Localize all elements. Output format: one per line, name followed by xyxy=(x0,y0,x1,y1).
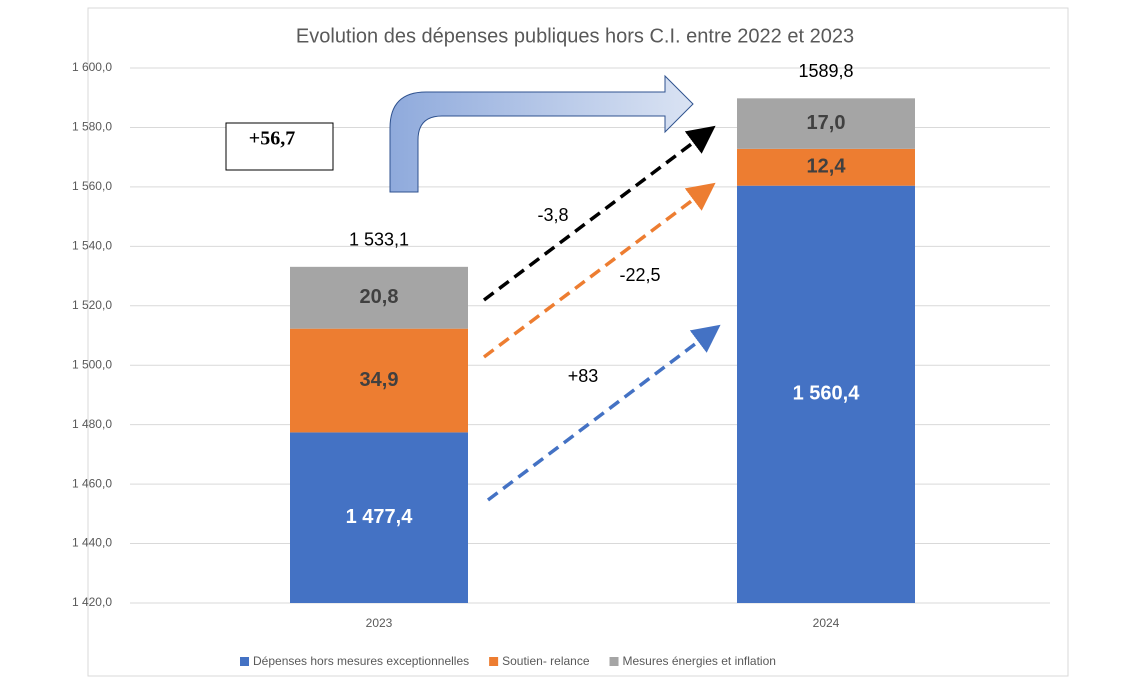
chart-frame xyxy=(87,7,1069,677)
annotation-box xyxy=(225,122,334,171)
y-tick-label: 1 600,0 xyxy=(72,60,112,74)
bar-segment xyxy=(737,185,915,603)
big-arrow xyxy=(389,74,694,193)
dashed-arrow xyxy=(482,182,716,359)
value-label: 34,9 xyxy=(360,369,399,391)
value-label: 1 560,4 xyxy=(793,383,861,405)
y-tick-label: 1 540,0 xyxy=(72,239,112,253)
value-label: 20,8 xyxy=(360,286,399,308)
annotation: -22,5 xyxy=(619,265,660,285)
annotation: -3,8 xyxy=(537,205,568,225)
value-label: 1 477,4 xyxy=(346,506,414,528)
total-label: 1589,8 xyxy=(798,61,853,81)
x-tick-label: 2023 xyxy=(366,616,393,630)
x-tick-label: 2024 xyxy=(813,616,840,630)
y-tick-label: 1 440,0 xyxy=(72,536,112,550)
legend-label: Mesures énergies et inflation xyxy=(623,654,776,668)
annotation: +83 xyxy=(568,366,599,386)
y-tick-label: 1 560,0 xyxy=(72,179,112,193)
value-label: 17,0 xyxy=(807,112,846,134)
legend-label: Dépenses hors mesures exceptionnelles xyxy=(253,654,469,668)
legend-swatch xyxy=(489,657,499,666)
y-tick-label: 1 460,0 xyxy=(72,476,112,490)
bar-segment xyxy=(290,432,468,603)
total-label: 1 533,1 xyxy=(349,230,409,250)
value-label: 12,4 xyxy=(807,156,847,178)
bar-segment xyxy=(737,98,915,149)
legend-label: Soutien- relance xyxy=(502,654,590,668)
y-tick-label: 1 500,0 xyxy=(72,357,112,371)
y-tick-label: 1 420,0 xyxy=(72,595,112,609)
annotation: +56,7 xyxy=(249,128,295,150)
bar-segment xyxy=(290,328,468,433)
bar-segment xyxy=(737,148,915,186)
y-tick-label: 1 520,0 xyxy=(72,298,112,312)
bar-segment xyxy=(290,266,468,329)
dashed-arrow xyxy=(482,125,716,302)
dashed-arrow xyxy=(486,324,721,502)
legend-swatch xyxy=(609,657,619,666)
y-tick-label: 1 480,0 xyxy=(72,417,112,431)
chart-title: Evolution des dépenses publiques hors C.… xyxy=(296,25,854,47)
legend-swatch xyxy=(240,657,249,666)
y-tick-label: 1 580,0 xyxy=(72,120,112,134)
